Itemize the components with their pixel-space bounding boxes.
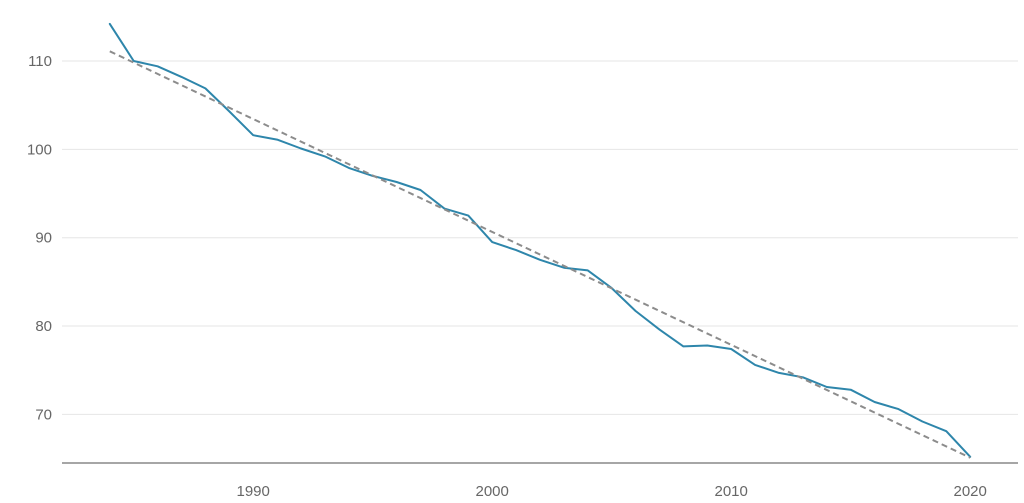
x-axis-tick-labels: 1990 2000 2010 2020 (237, 483, 987, 500)
data-series-line (108, 22, 972, 458)
x-tick-label: 2010 (715, 483, 748, 500)
y-tick-label: 70 (35, 406, 52, 423)
y-tick-label: 100 (27, 141, 52, 158)
x-tick-label: 1990 (237, 483, 270, 500)
x-tick-label: 2000 (476, 483, 509, 500)
y-axis-tick-labels: 70 80 90 100 110 (27, 53, 52, 423)
y-tick-label: 80 (35, 318, 52, 335)
trend-line (109, 50, 971, 459)
gridlines (62, 60, 1018, 415)
y-tick-label: 90 (35, 230, 52, 247)
y-tick-label: 110 (28, 53, 52, 70)
x-tick-label: 2020 (954, 483, 987, 500)
series-lines (108, 22, 972, 459)
